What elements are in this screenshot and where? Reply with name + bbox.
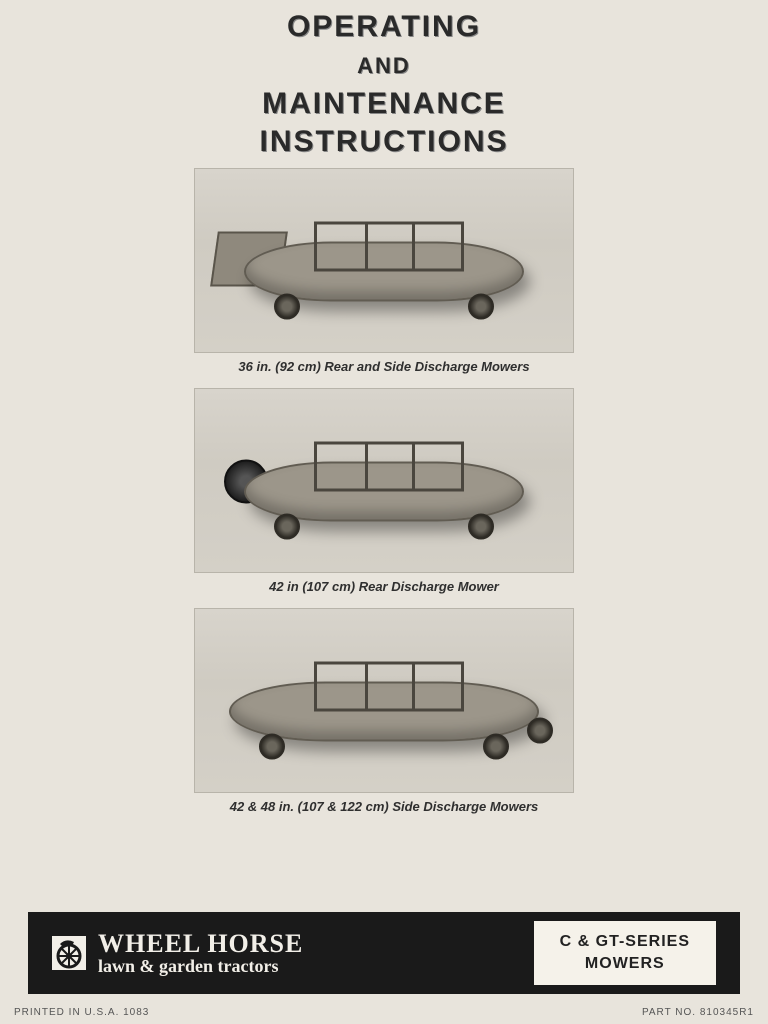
footer-part-number: PART NO. 810345R1: [642, 1007, 754, 1018]
title-line-2: AND: [260, 52, 509, 80]
figure-2: 42 in (107 cm) Rear Discharge Mower: [174, 388, 594, 604]
mower-photo-42in-rear: [194, 388, 574, 573]
mower-photo-36in: [194, 168, 574, 353]
figure-3: 42 & 48 in. (107 & 122 cm) Side Discharg…: [174, 608, 594, 824]
title-line-4: INSTRUCTIONS: [260, 123, 509, 161]
series-line-2: MOWERS: [560, 953, 690, 975]
series-line-1: C & GT-SERIES: [560, 931, 690, 953]
title-line-3: MAINTENANCE: [260, 85, 509, 123]
mower-deck-illustration: [234, 211, 534, 321]
brand-text: WHEEL HORSE lawn & garden tractors: [98, 930, 303, 976]
figures-column: 36 in. (92 cm) Rear and Side Discharge M…: [174, 168, 594, 824]
mower-deck-illustration: [234, 431, 534, 541]
brand-name: WHEEL HORSE: [98, 930, 303, 957]
document-page: OPERATING AND MAINTENANCE INSTRUCTIONS 3…: [0, 0, 768, 1024]
mower-photo-42-48in-side: [194, 608, 574, 793]
figure-3-caption: 42 & 48 in. (107 & 122 cm) Side Discharg…: [230, 799, 539, 814]
figure-1-caption: 36 in. (92 cm) Rear and Side Discharge M…: [238, 359, 529, 374]
brand-bar: WHEEL HORSE lawn & garden tractors C & G…: [28, 912, 740, 994]
figure-1: 36 in. (92 cm) Rear and Side Discharge M…: [174, 168, 594, 384]
figure-2-caption: 42 in (107 cm) Rear Discharge Mower: [269, 579, 499, 594]
brand-left: WHEEL HORSE lawn & garden tractors: [52, 930, 303, 976]
series-box: C & GT-SERIES MOWERS: [534, 921, 716, 984]
title-line-1: OPERATING: [260, 8, 509, 46]
brand-tagline: lawn & garden tractors: [98, 957, 303, 976]
mower-deck-illustration: [219, 651, 549, 761]
wheel-horse-logo-icon: [52, 936, 86, 970]
title-block: OPERATING AND MAINTENANCE INSTRUCTIONS: [260, 8, 509, 160]
footer-printed-in-usa: PRINTED IN U.S.A. 1083: [14, 1007, 149, 1018]
